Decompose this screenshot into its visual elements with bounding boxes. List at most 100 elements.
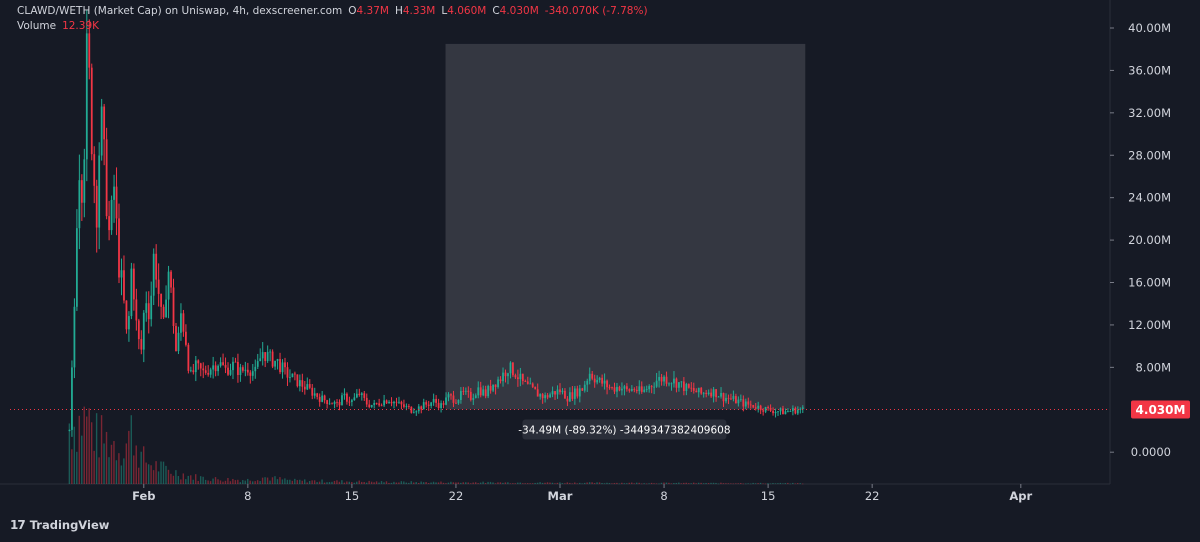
volume-bar-129: [388, 482, 390, 484]
candle-body-117: [358, 393, 361, 396]
x-tick-label-6: 15: [761, 489, 776, 503]
volume-bar-146: [430, 482, 432, 484]
candle-body-288: [782, 408, 784, 415]
x-tick-label-0: Feb: [132, 489, 155, 503]
candle-body-222: [618, 386, 621, 391]
volume-bar-295: [799, 483, 801, 484]
volume-bar-252: [692, 482, 695, 484]
candle-body-125: [378, 403, 381, 406]
volume-bar-206: [579, 482, 581, 484]
candle-body-237: [655, 380, 658, 387]
volume-bar-109: [338, 481, 341, 484]
candle-body-83: [274, 360, 276, 367]
candle-body-15: [105, 139, 108, 217]
volume-bar-67: [234, 480, 237, 484]
candle-body-32: [147, 303, 150, 320]
volume-bar-101: [318, 481, 321, 484]
candle-body-112: [346, 393, 348, 402]
open-value: 4.37M: [356, 5, 389, 17]
candle-body-41: [170, 271, 172, 288]
candle-body-97: [308, 384, 311, 388]
volume-bar-202: [569, 482, 571, 484]
candle-body-296: [801, 407, 804, 409]
candle-body-257: [705, 392, 708, 395]
volume-bar-87: [284, 478, 286, 484]
candle-body-4: [78, 180, 81, 229]
volume-bar-158: [460, 482, 462, 484]
volume-bar-42: [172, 475, 175, 484]
volume-bar-47: [185, 479, 187, 484]
candle-body-86: [281, 362, 284, 373]
volume-bar-104: [326, 482, 328, 484]
volume-bar-296: [801, 483, 804, 485]
volume-bar-91: [294, 478, 296, 484]
volume-bar-248: [683, 482, 685, 484]
candle-body-74: [251, 371, 254, 376]
tradingview-name: TradingView: [29, 518, 110, 532]
candle-body-175: [502, 372, 504, 382]
volume-bar-205: [576, 483, 578, 485]
volume-bar-204: [574, 482, 576, 484]
volume-bar-216: [603, 483, 606, 484]
volume-bar-26: [133, 455, 135, 484]
candle-body-189: [536, 389, 539, 397]
y-tick-label-2: 32.00M: [1128, 106, 1171, 120]
candle-body-231: [640, 386, 643, 392]
volume-bar-142: [420, 481, 422, 484]
volume-bar-250: [688, 483, 690, 484]
candle-body-12: [98, 155, 101, 228]
candle-body-260: [712, 389, 715, 397]
candle-body-67: [234, 361, 237, 363]
volume-bar-219: [611, 483, 613, 484]
volume-bar-289: [784, 483, 787, 484]
volume-bar-217: [606, 482, 608, 484]
candle-body-134: [400, 401, 403, 405]
volume-bar-249: [685, 482, 687, 484]
candle-body-54: [202, 368, 205, 371]
volume-bar-66: [232, 478, 234, 484]
volume-bar-61: [219, 480, 222, 484]
volume-bar-108: [336, 480, 338, 484]
candle-body-250: [687, 384, 690, 388]
volume-bar-58: [212, 478, 214, 484]
candle-body-100: [316, 393, 319, 397]
volume-bar-192: [544, 482, 546, 484]
candle-body-158: [460, 391, 462, 400]
candle-body-87: [284, 362, 286, 368]
volume-bar-174: [499, 482, 502, 484]
candle-body-142: [420, 406, 423, 410]
candle-body-217: [606, 380, 608, 388]
volume-bar-112: [346, 481, 348, 484]
candle-body-282: [767, 407, 770, 408]
volume-bar-177: [507, 482, 509, 484]
volume-bar-127: [383, 482, 385, 484]
candle-body-205: [576, 388, 579, 397]
y-tick-label-4: 24.00M: [1128, 191, 1171, 205]
volume-bar-210: [588, 482, 591, 484]
candle-body-197: [556, 389, 559, 395]
volume-bar-257: [705, 483, 707, 484]
volume-bar-242: [668, 482, 670, 484]
candle-body-270: [737, 399, 740, 404]
candle-body-110: [341, 395, 343, 406]
candle-body-215: [601, 377, 604, 384]
candle-body-118: [360, 393, 363, 396]
candle-body-69: [239, 367, 242, 375]
candle-body-224: [623, 386, 626, 389]
volume-bar-168: [484, 483, 487, 484]
candle-body-162: [469, 391, 472, 400]
candle-body-185: [526, 381, 529, 384]
volume-bar-43: [175, 470, 177, 484]
candle-body-249: [685, 384, 688, 391]
volume-bar-33: [150, 465, 152, 484]
candle-body-5: [80, 180, 83, 203]
candle-body-11: [95, 185, 98, 228]
tradingview-branding[interactable]: 17 TradingView: [10, 518, 109, 532]
candle-body-119: [363, 393, 366, 398]
candle-body-50: [192, 370, 195, 373]
volume-bar-81: [269, 480, 271, 484]
candle-body-85: [279, 359, 281, 373]
candle-body-33: [150, 295, 153, 320]
candle-body-281: [764, 407, 767, 412]
